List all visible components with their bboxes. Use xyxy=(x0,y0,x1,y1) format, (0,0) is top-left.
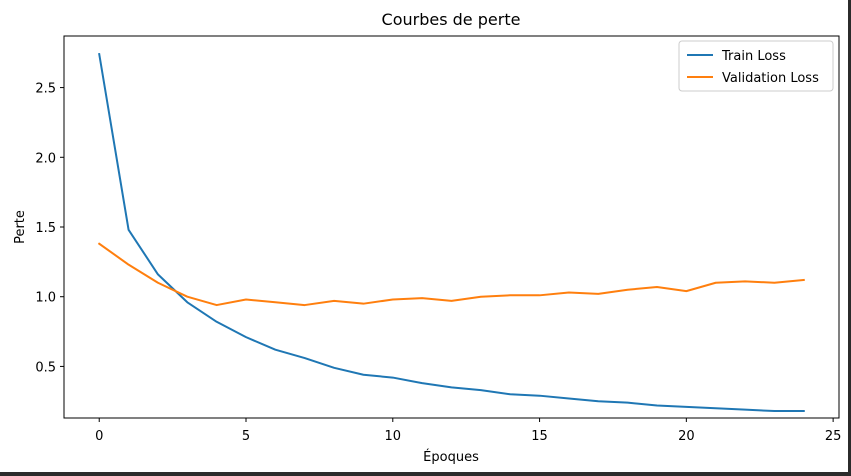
x-tick-label: 5 xyxy=(242,429,250,444)
y-tick-label: 1.5 xyxy=(35,221,56,236)
plot-area xyxy=(97,52,805,413)
legend: Train Loss Validation Loss xyxy=(678,40,834,92)
y-tick-label: 1.0 xyxy=(35,291,56,306)
x-tick-label: 10 xyxy=(385,429,402,444)
y-tick-label: 2.0 xyxy=(35,151,56,166)
series-line-validation-loss xyxy=(97,242,805,307)
x-axis-label: Époques xyxy=(423,449,479,465)
chart-title: Courbes de perte xyxy=(382,10,521,29)
legend-label: Train Loss xyxy=(721,49,786,64)
x-tick-label: 25 xyxy=(825,429,842,444)
y-axis: 0.5 1.0 1.5 2.0 2.5 xyxy=(35,82,64,375)
legend-label: Validation Loss xyxy=(722,71,819,86)
x-axis: 0 5 10 15 20 25 xyxy=(95,418,841,444)
x-tick-label: 15 xyxy=(531,429,548,444)
x-tick-label: 0 xyxy=(95,429,103,444)
series-line-train-loss xyxy=(98,52,805,413)
legend-box xyxy=(678,40,834,92)
x-tick-label: 20 xyxy=(678,429,695,444)
y-tick-label: 0.5 xyxy=(35,360,56,375)
y-axis-label: Perte xyxy=(13,210,28,244)
axes-frame xyxy=(63,35,840,419)
y-tick-label: 2.5 xyxy=(35,82,56,97)
